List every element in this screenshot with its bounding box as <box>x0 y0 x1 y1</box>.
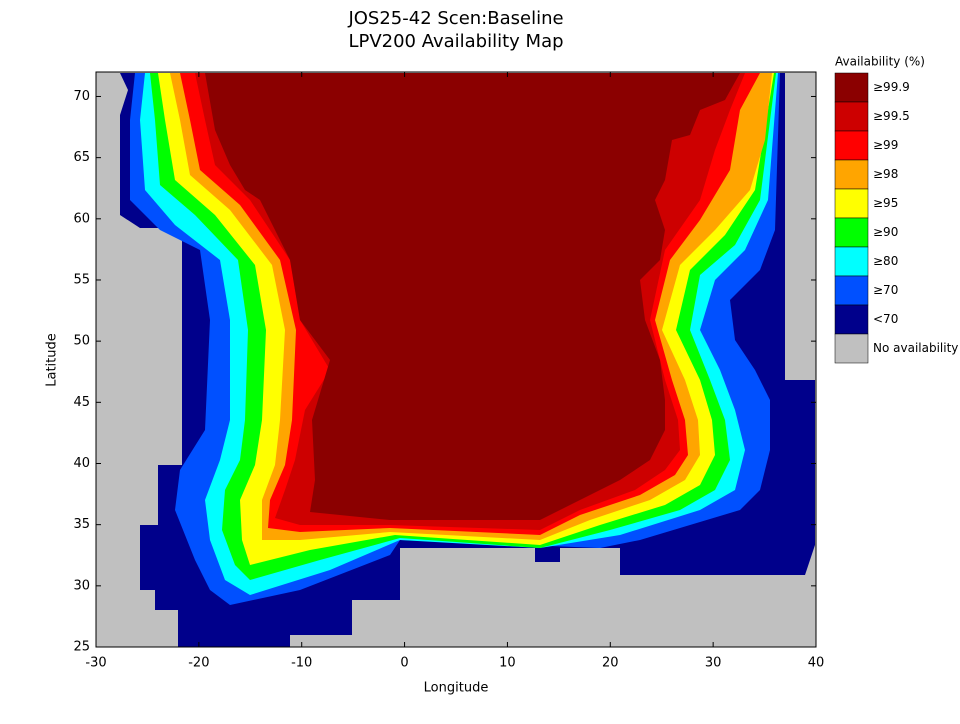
legend-label: <70 <box>873 312 898 326</box>
legend-label: ≥99 <box>873 138 898 152</box>
map-area <box>96 72 816 647</box>
y-tick-label: 60 <box>73 211 90 226</box>
y-tick-label: 25 <box>73 640 90 655</box>
y-tick-label: 50 <box>73 334 90 349</box>
y-axis-label: Latitude <box>45 333 60 387</box>
x-tick-label: 20 <box>602 656 619 671</box>
y-tick-label: 45 <box>73 395 90 410</box>
legend-label: ≥70 <box>873 283 898 297</box>
legend-swatch <box>834 101 869 132</box>
legend-swatch <box>834 333 869 364</box>
y-tick-label: 30 <box>73 578 90 593</box>
legend-label: ≥99.9 <box>873 80 910 94</box>
x-tick-label: 40 <box>808 656 825 671</box>
x-tick-label: -10 <box>291 656 312 671</box>
y-tick-label: 55 <box>73 272 90 287</box>
legend-title: Availability (%) <box>835 55 925 69</box>
chart-subtitle: LPV200 Availability Map <box>348 31 563 52</box>
x-tick-label: -30 <box>85 656 106 671</box>
plot-frame <box>95 71 817 648</box>
legend-label: ≥90 <box>873 225 898 239</box>
legend-swatch <box>834 188 869 219</box>
x-tick-label: 0 <box>400 656 408 671</box>
region <box>205 73 740 520</box>
legend-label: No availability <box>873 341 958 355</box>
legend-label: ≥80 <box>873 254 898 268</box>
legend-label: ≥95 <box>873 196 898 210</box>
y-tick-label: 65 <box>73 150 90 165</box>
chart-title: JOS25-42 Scen:Baseline <box>347 8 563 29</box>
x-axis-label: Longitude <box>424 681 489 696</box>
legend-swatch <box>834 130 869 161</box>
legend-label: ≥99.5 <box>873 109 910 123</box>
x-tick-label: -20 <box>188 656 209 671</box>
x-tick-label: 30 <box>705 656 722 671</box>
legend-swatch <box>834 246 869 277</box>
y-tick-label: 70 <box>73 89 90 104</box>
legend-swatch <box>834 217 869 248</box>
legend-swatch <box>834 72 869 103</box>
legend-swatch <box>834 159 869 190</box>
legend-label: ≥98 <box>873 167 898 181</box>
y-tick-label: 40 <box>73 456 90 471</box>
x-tick-label: 10 <box>499 656 516 671</box>
y-tick-label: 35 <box>73 517 90 532</box>
legend-swatch <box>834 275 869 306</box>
legend-swatch <box>834 304 869 335</box>
